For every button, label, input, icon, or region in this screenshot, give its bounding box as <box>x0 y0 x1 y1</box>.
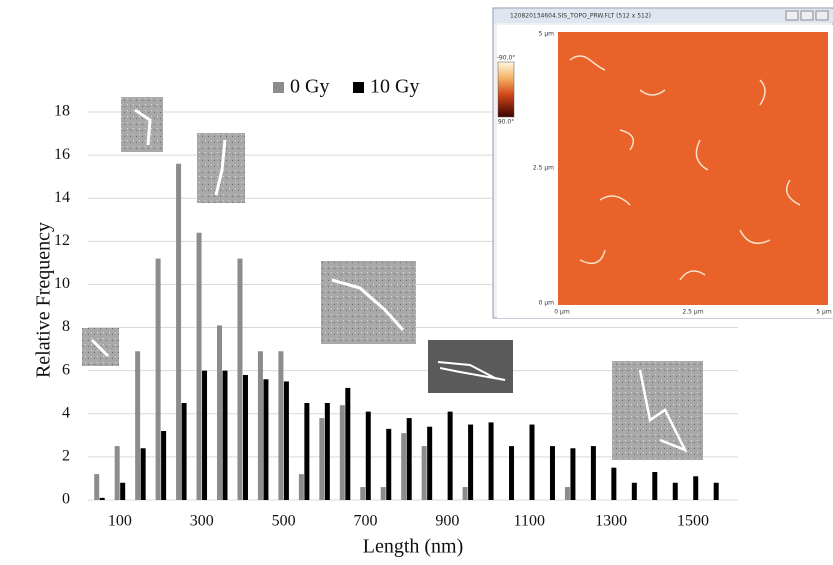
bar <box>468 424 474 500</box>
y-tick-label: 14 <box>54 189 70 206</box>
bar <box>181 403 187 500</box>
bar <box>529 424 535 500</box>
bar <box>693 476 699 500</box>
afm-x-label: 5 µm <box>816 309 832 316</box>
afm-x-label: 2.5 µm <box>682 309 703 316</box>
bar <box>406 418 412 500</box>
bar <box>135 351 141 500</box>
bar <box>427 426 433 500</box>
afm-y-label: 0 µm <box>539 300 555 307</box>
legend-swatch <box>353 82 364 93</box>
bar <box>713 482 719 500</box>
bar <box>631 482 637 500</box>
afm-y-label: 2.5 µm <box>533 165 554 172</box>
bar <box>222 370 228 500</box>
x-tick-label: 1500 <box>677 513 709 530</box>
bar <box>488 422 494 500</box>
bar <box>345 387 351 500</box>
bar <box>549 446 555 500</box>
x-tick-label: 500 <box>272 513 296 530</box>
bar <box>196 232 202 500</box>
bar <box>652 471 658 500</box>
y-tick-label: 2 <box>62 448 70 465</box>
bar <box>365 411 371 500</box>
x-tick-label: 100 <box>108 513 132 530</box>
bar <box>324 403 330 500</box>
bar <box>360 487 366 500</box>
x-axis-label: Length (nm) <box>363 536 464 558</box>
bar <box>298 474 304 500</box>
bar <box>509 446 515 500</box>
bar <box>114 446 120 500</box>
bar <box>401 433 407 500</box>
x-tick-label: 300 <box>190 513 214 530</box>
x-tick-label: 700 <box>354 513 378 530</box>
afm-window: 120820134604.SIS_TOPO_PRW.FLT (512 x 512… <box>492 7 833 319</box>
y-tick-label: 6 <box>62 361 70 378</box>
bar <box>304 403 310 500</box>
y-tick-label: 10 <box>54 275 70 292</box>
colorbar-label: 90.0° <box>498 119 514 126</box>
x-tick-label: 1300 <box>595 513 627 530</box>
colorbar-label: -90.0° <box>497 55 516 62</box>
bar <box>447 411 453 500</box>
bar <box>140 448 146 500</box>
bar <box>263 379 269 500</box>
legend-label: 10 Gy <box>370 76 419 98</box>
bar <box>570 448 576 500</box>
bar <box>202 370 208 500</box>
legend-label: 0 Gy <box>290 76 329 98</box>
bar <box>590 446 596 500</box>
afm-x-label: 0 µm <box>554 309 570 316</box>
legend-swatch <box>273 82 284 93</box>
bar <box>120 482 126 500</box>
bar <box>462 487 468 500</box>
bar <box>672 482 678 500</box>
afm-y-label: 5 µm <box>539 31 555 38</box>
bar <box>242 374 248 500</box>
bar <box>237 258 243 500</box>
bar <box>155 258 161 500</box>
y-tick-label: 18 <box>54 103 70 120</box>
minimize-button[interactable] <box>785 10 799 21</box>
maximize-button[interactable] <box>800 10 814 21</box>
bar <box>421 446 427 500</box>
bar <box>217 325 223 500</box>
bar <box>564 487 570 500</box>
close-button[interactable] <box>815 10 829 21</box>
x-tick-label: 1100 <box>514 513 545 530</box>
bar <box>94 474 100 500</box>
y-tick-label: 16 <box>54 146 70 163</box>
bar <box>386 428 392 500</box>
y-tick-label: 4 <box>62 404 70 421</box>
bar <box>283 381 289 500</box>
bar <box>278 351 284 500</box>
micrographs <box>82 97 703 460</box>
bar <box>257 351 263 500</box>
bar <box>611 467 617 500</box>
bar <box>176 163 182 500</box>
y-tick-label: 8 <box>62 318 70 335</box>
bar <box>99 497 105 500</box>
y-tick-label: 0 <box>62 491 70 508</box>
bar <box>161 431 167 500</box>
y-tick-label: 12 <box>54 232 70 249</box>
x-tick-label: 900 <box>435 513 459 530</box>
window-title: 120820134604.SIS_TOPO_PRW.FLT (512 x 512… <box>510 13 651 20</box>
bar <box>319 418 325 500</box>
bar <box>380 487 386 500</box>
y-axis-label: Relative Frequency <box>33 222 55 378</box>
bar <box>339 405 345 500</box>
